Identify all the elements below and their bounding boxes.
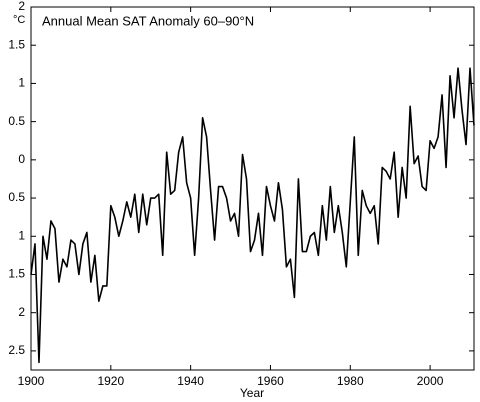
x-tick-label: 1920 <box>97 374 124 388</box>
y-tick-label: 0 <box>18 152 25 166</box>
y-tick-label: 1.5 <box>8 267 25 281</box>
x-axis-label: Year <box>240 386 264 400</box>
y-axis-label: °C <box>13 14 25 26</box>
y-tick-label: 0.5 <box>8 114 25 128</box>
chart-title: Annual Mean SAT Anomaly 60–90°N <box>42 13 254 28</box>
x-tick-label: 1980 <box>337 374 364 388</box>
y-tick-label: 0.5 <box>8 190 25 204</box>
y-tick-label: 2 <box>18 305 25 319</box>
y-tick-label: 2 <box>18 0 25 13</box>
x-tick-label: 1960 <box>257 374 284 388</box>
y-tick-label: 2.5 <box>8 343 25 357</box>
x-tick-label: 1940 <box>177 374 204 388</box>
x-tick-label: 2000 <box>417 374 444 388</box>
y-tick-label: 1 <box>18 228 25 242</box>
data-line <box>30 67 475 364</box>
plot-frame <box>30 6 475 371</box>
y-tick-label: 1 <box>18 76 25 90</box>
y-tick-label: 1.5 <box>8 37 25 51</box>
x-tick-label: 1900 <box>18 374 45 388</box>
